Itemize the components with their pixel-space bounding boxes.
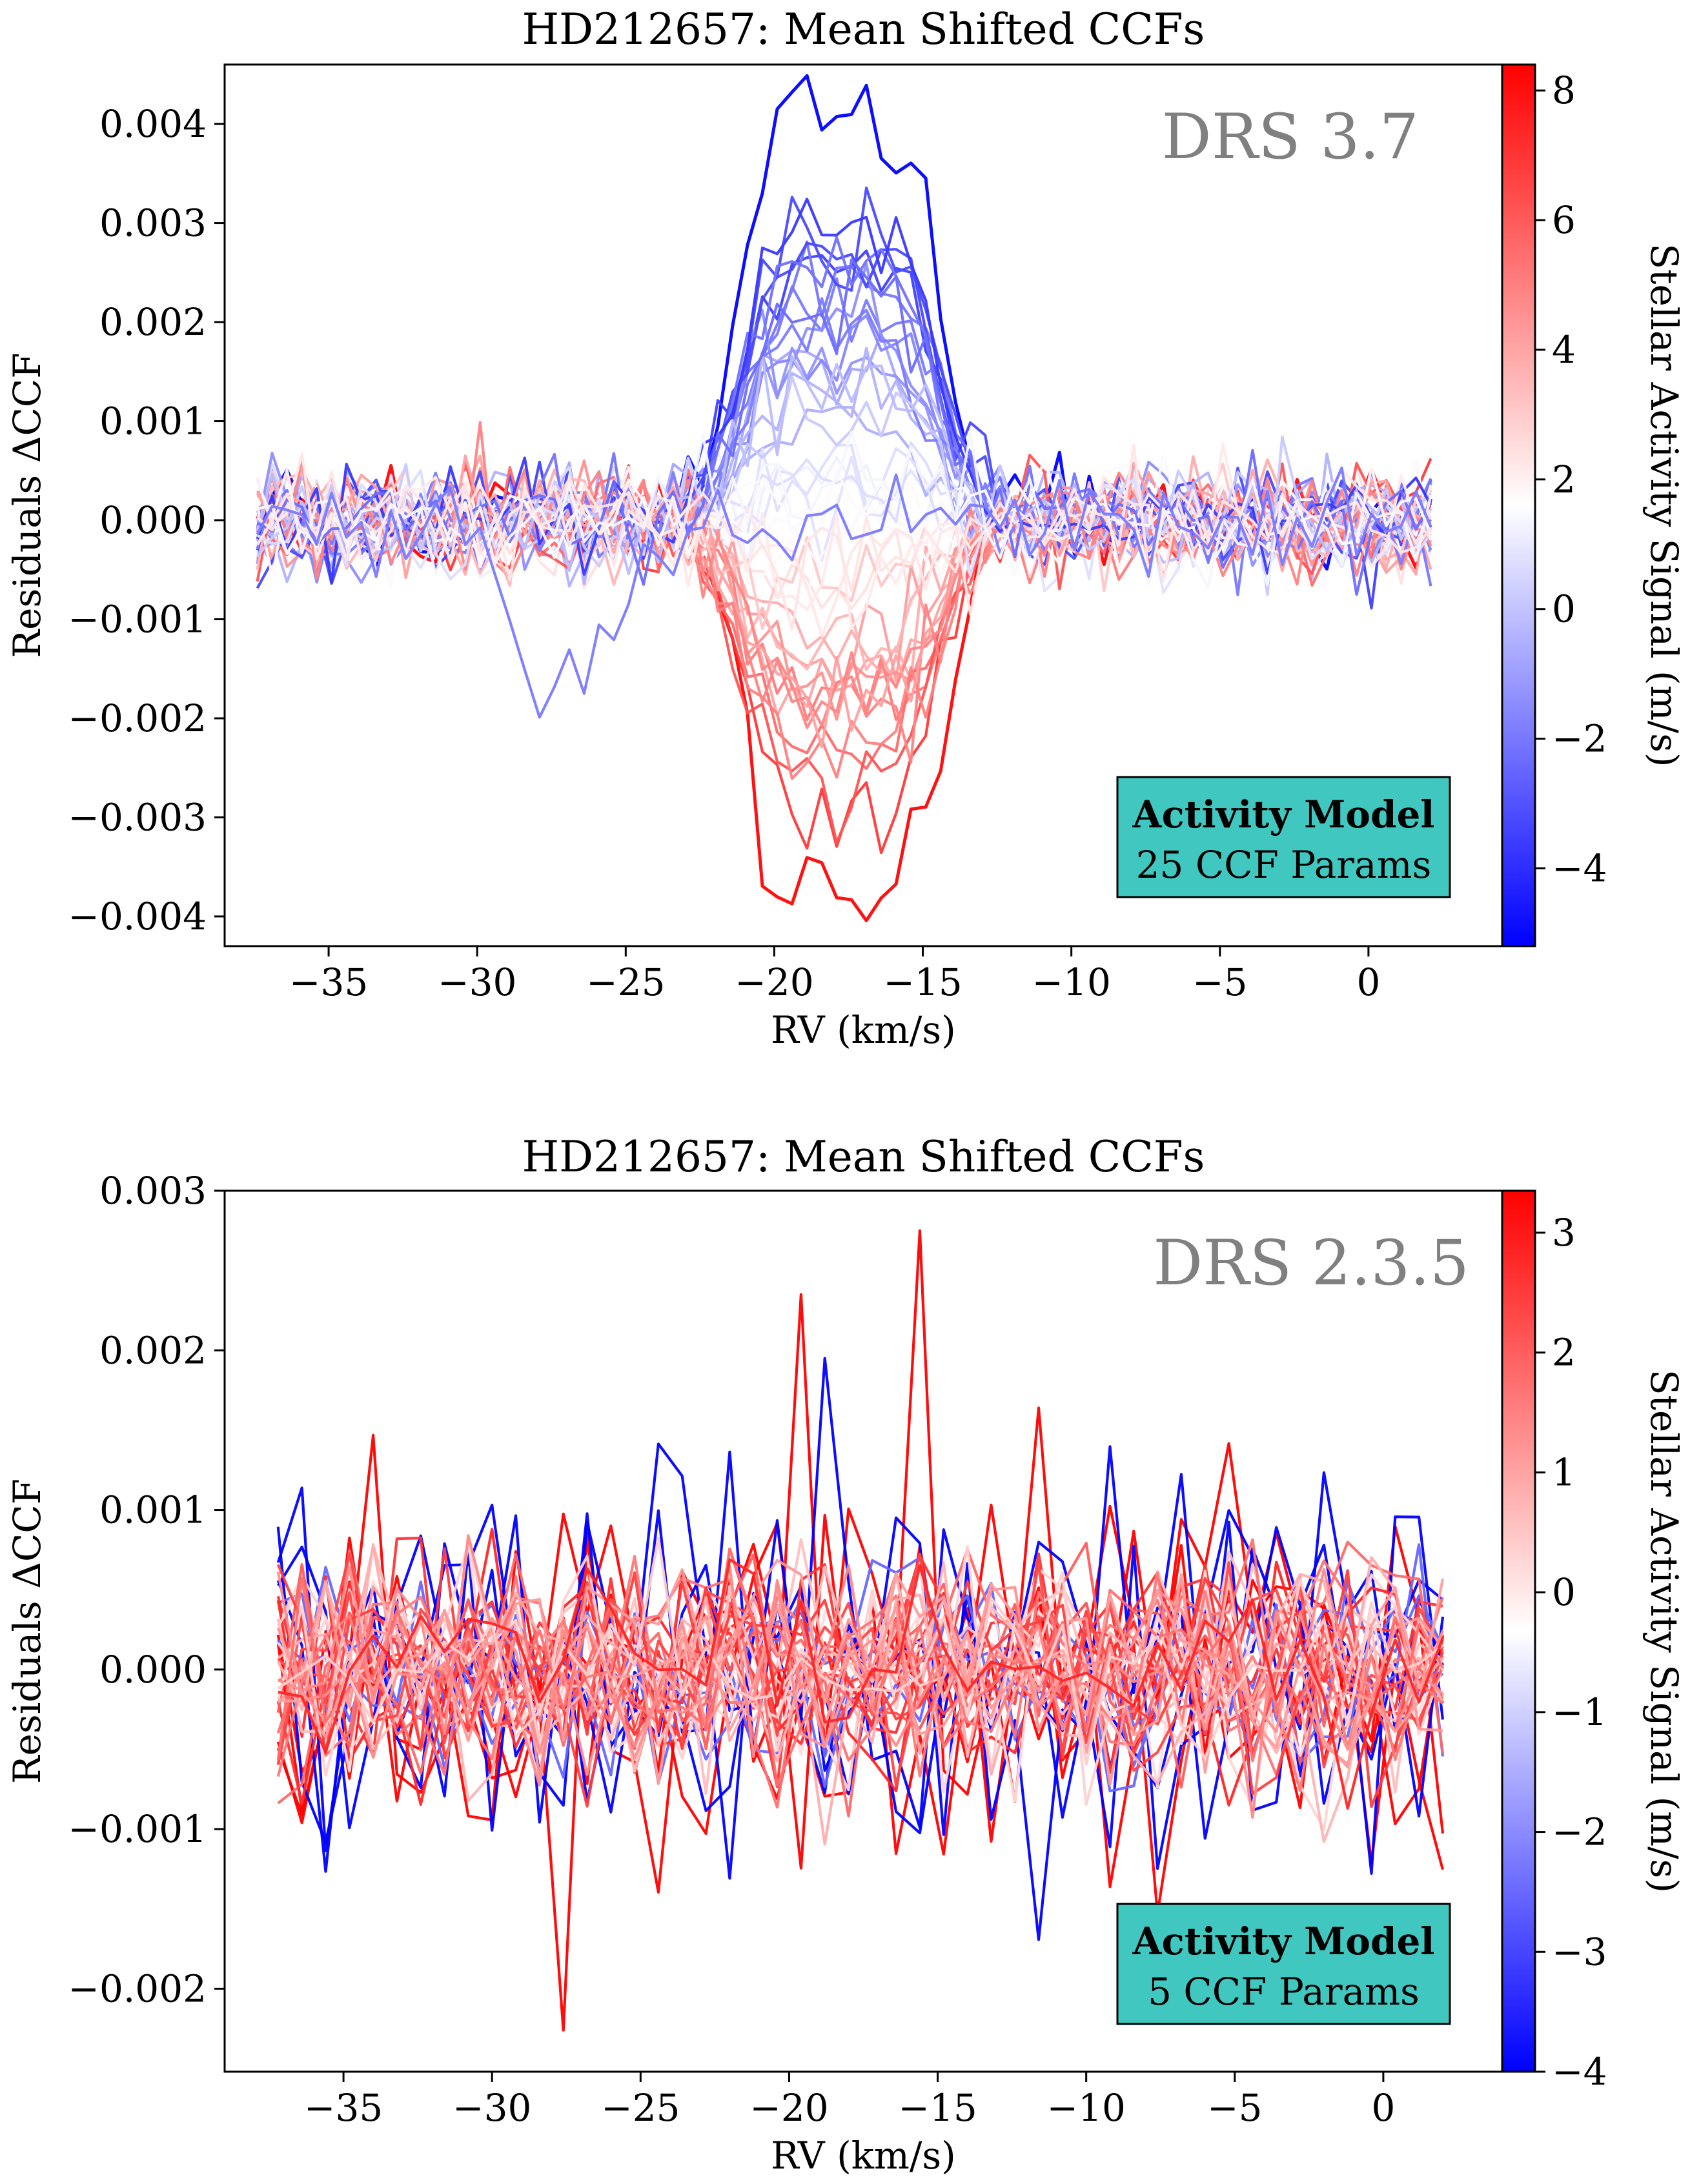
y-tick-label: −0.002 [68, 1967, 207, 2010]
series-line-32 [276, 1555, 1444, 1792]
colorbar-tick-label: −3 [1552, 1930, 1607, 1974]
x-tick-label: −25 [601, 2086, 680, 2130]
activity-model-box-bg [1116, 1903, 1451, 2025]
colorbar-tick-label: 0 [1552, 1570, 1576, 1614]
y-tick-label: 0.003 [99, 1169, 207, 1213]
series-line-36 [276, 1547, 1444, 1787]
colorbar-label: Stellar Activity Signal (m/s) [1642, 243, 1686, 767]
series-line-43 [257, 457, 1432, 582]
series-line-35 [256, 421, 1432, 764]
series-line-23 [276, 1541, 1444, 1789]
chart-panel-2: HD212657: Mean Shifted CCFs−35 −30 −25 −20−… [5, 1132, 1686, 2178]
x-tick-label: −20 [749, 2086, 828, 2130]
colorbar-tick-label: 0 [1552, 587, 1576, 631]
chart-title: HD212657: Mean Shifted CCFs [522, 1132, 1205, 1182]
x-tick-label: −35 [289, 960, 368, 1004]
y-tick-label: −0.001 [68, 598, 207, 642]
colorbar-tick-label: 4 [1552, 328, 1576, 372]
version-annotation: DRS 3.7 [1162, 101, 1419, 173]
activity-model-params: 25 CCF Params [1136, 843, 1432, 887]
x-tick-label: 0 [1371, 2086, 1395, 2130]
x-tick-label: −20 [735, 960, 813, 1004]
colorbar [1501, 63, 1536, 947]
x-tick-label: −35 [304, 2086, 383, 2130]
x-axis-label: RV (km/s) [771, 2134, 956, 2178]
colorbar-tick-label: 2 [1552, 1331, 1576, 1375]
y-tick-label: 0.003 [99, 201, 207, 245]
colorbar-label: Stellar Activity Signal (m/s) [1642, 1370, 1686, 1893]
y-axis-label: Residuals ΔCCF [5, 1479, 49, 1784]
x-tick-label: −10 [1032, 960, 1110, 1004]
version-annotation: DRS 2.3.5 [1153, 1227, 1469, 1299]
colorbar-tick-label: −2 [1552, 717, 1607, 761]
x-tick-label: −10 [1046, 2086, 1125, 2130]
series-line-38 [256, 197, 1432, 584]
y-tick-label: 0.004 [99, 102, 207, 146]
series-line-45 [256, 470, 1432, 631]
activity-model-params: 5 CCF Params [1148, 1970, 1420, 2014]
y-tick-label: −0.001 [68, 1807, 207, 1851]
y-tick-label: −0.003 [68, 795, 207, 839]
series-group [256, 74, 1432, 922]
colorbar-tick-label: 3 [1552, 1211, 1576, 1255]
series-line-37 [278, 1572, 1445, 1739]
colorbar-tick-label: 1 [1552, 1450, 1576, 1494]
series-line-47 [256, 466, 1432, 719]
colorbar-tick-label: 2 [1552, 458, 1576, 501]
activity-model-box: Activity Model 5 CCF Params [1116, 1903, 1451, 2025]
colorbar [1501, 1189, 1536, 2073]
colorbar-tick-label: 8 [1552, 68, 1576, 112]
series-line-46 [256, 430, 1432, 589]
x-axis-label: RV (km/s) [771, 1008, 956, 1052]
y-tick-label: 0.000 [99, 1648, 207, 1692]
chart-title: HD212657: Mean Shifted CCFs [522, 5, 1205, 54]
x-tick-label: −5 [1192, 960, 1248, 1004]
x-tick-label: −5 [1207, 2086, 1263, 2130]
series-group [276, 1229, 1445, 2032]
x-tick-label: 0 [1356, 960, 1380, 1004]
activity-model-box: Activity Model 25 CCF Params [1116, 776, 1451, 898]
y-tick-label: −0.004 [68, 895, 207, 938]
series-line-40 [278, 1558, 1444, 1810]
y-tick-label: 0.000 [99, 498, 207, 542]
x-tick-label: −15 [898, 2086, 977, 2130]
series-line-37 [256, 454, 1432, 749]
y-axis-label: Residuals ΔCCF [5, 352, 49, 658]
chart-panel-1: HD212657: Mean Shifted CCFs−35 −30 −25 −20−… [5, 5, 1686, 1052]
x-tick-label: −30 [438, 960, 516, 1004]
activity-model-title: Activity Model [1132, 793, 1435, 836]
colorbar-tick-label: −4 [1552, 846, 1607, 890]
colorbar-tick-label: −1 [1552, 1690, 1607, 1734]
y-tick-label: 0.001 [99, 399, 207, 443]
series-line-39 [277, 1536, 1444, 1766]
x-tick-label: −15 [883, 960, 962, 1004]
x-tick-label: −25 [586, 960, 665, 1004]
colorbar-tick-label: −2 [1552, 1810, 1607, 1854]
x-tick-label: −30 [453, 2086, 531, 2130]
y-tick-label: 0.002 [99, 300, 207, 344]
colorbar-tick-label: −4 [1552, 2050, 1607, 2094]
activity-model-title: Activity Model [1132, 1919, 1435, 1963]
series-line-38 [277, 1534, 1444, 1819]
activity-model-box-bg [1116, 776, 1451, 898]
y-tick-label: −0.002 [68, 696, 207, 740]
colorbar-tick-label: 6 [1552, 198, 1576, 242]
y-tick-label: 0.002 [99, 1328, 207, 1372]
y-tick-label: 0.001 [99, 1488, 207, 1532]
